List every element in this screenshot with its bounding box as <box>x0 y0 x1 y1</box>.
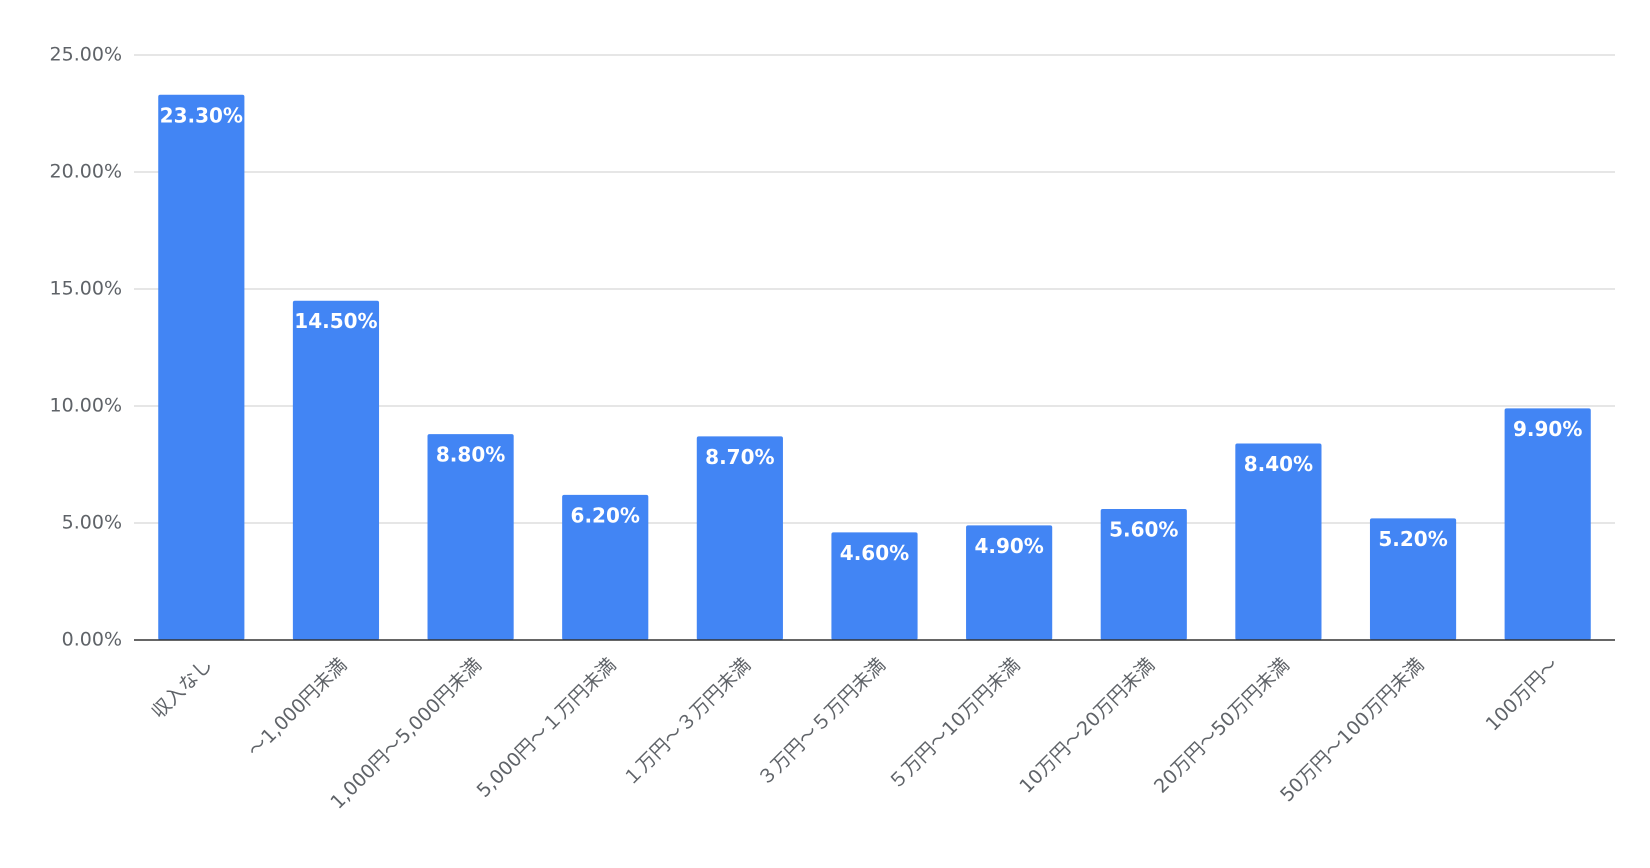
x-tick-label: １万円〜３万円未満 <box>619 654 755 790</box>
value-label: 4.90% <box>974 534 1043 558</box>
y-tick-label: 15.00% <box>50 278 122 300</box>
bar <box>292 300 380 640</box>
value-label: 5.20% <box>1378 527 1447 551</box>
value-label: 8.70% <box>705 445 774 469</box>
value-label: 23.30% <box>160 103 243 127</box>
y-tick-label: 20.00% <box>50 161 122 183</box>
x-tick-label: 収入なし <box>147 654 216 723</box>
value-label: 6.20% <box>571 503 640 527</box>
x-tick-label: 100万円〜 <box>1482 654 1564 736</box>
bar <box>831 532 918 640</box>
bar <box>427 434 514 640</box>
bar <box>562 494 649 640</box>
x-tick-label: 10万円〜20万円未満 <box>1015 654 1159 798</box>
bar <box>1235 443 1322 640</box>
y-tick-label: 25.00% <box>50 44 122 66</box>
y-tick-label: 10.00% <box>50 395 122 417</box>
bar <box>158 94 245 640</box>
x-tick-label: ３万円〜５万円未満 <box>753 654 889 790</box>
bar <box>1100 508 1187 640</box>
value-label: 14.50% <box>294 309 377 333</box>
x-tick-label: 1,000円〜5,000円未満 <box>326 654 486 814</box>
y-tick-label: 5.00% <box>62 512 122 534</box>
bar <box>1369 518 1457 640</box>
x-tick-label: ５万円〜10万円未満 <box>884 654 1024 794</box>
value-label: 5.60% <box>1109 517 1178 541</box>
x-tick-label: 50万円〜100万円未満 <box>1276 654 1428 806</box>
bar <box>966 525 1053 640</box>
value-label: 8.40% <box>1244 452 1313 476</box>
value-label: 9.90% <box>1513 417 1582 441</box>
bar <box>1504 408 1591 640</box>
bar <box>696 436 783 640</box>
y-tick-label: 0.00% <box>62 629 122 651</box>
value-label: 4.60% <box>840 541 909 565</box>
x-tick-label: 20万円〜50万円未満 <box>1150 654 1294 798</box>
value-label: 8.80% <box>436 443 505 467</box>
x-tick-label: 5,000円〜１万円未満 <box>473 654 621 802</box>
x-tick-label: 〜1,000円未満 <box>244 654 352 762</box>
